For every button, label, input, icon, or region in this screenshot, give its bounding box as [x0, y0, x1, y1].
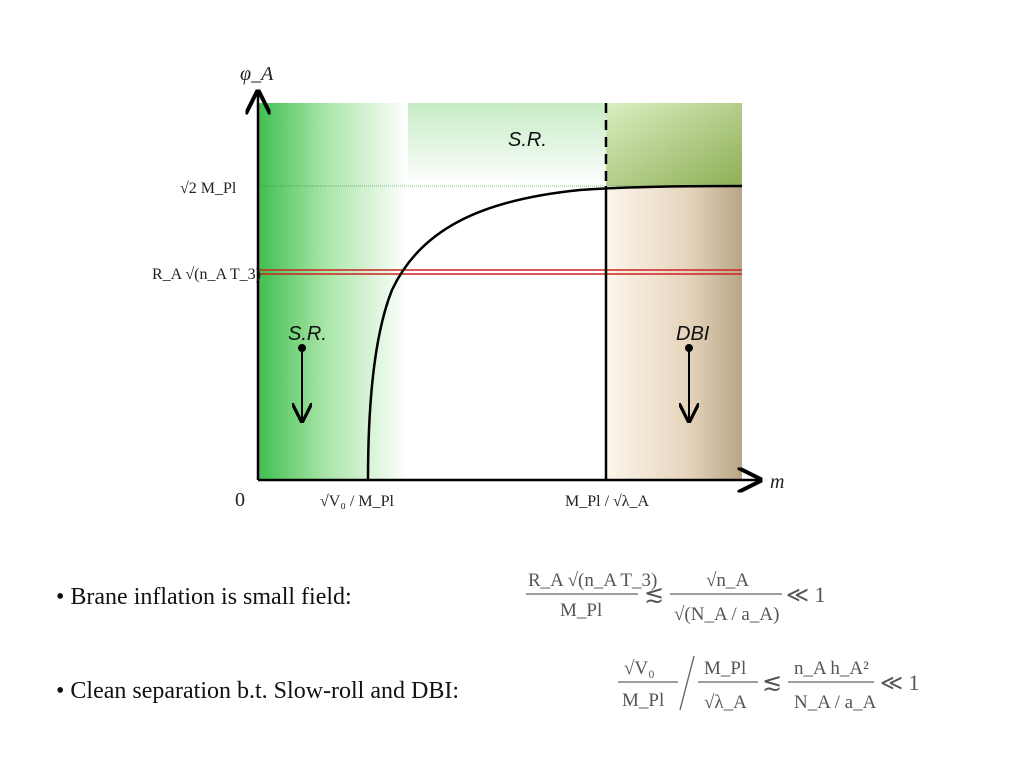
x-axis-label: m	[770, 471, 784, 493]
top-sr-label: S.R.	[508, 129, 547, 151]
y-tick-lower: R_A √(n_A T_3)	[152, 266, 261, 283]
bullet-clean-separation: • Clean separation b.t. Slow-roll and DB…	[56, 678, 459, 704]
x-tick-left: √V₀ / M_Pl	[320, 493, 394, 510]
svg-text:√(N_A / a_A): √(N_A / a_A)	[674, 604, 779, 625]
right-dbi-label: DBI	[676, 323, 710, 345]
svg-text:≲: ≲	[762, 670, 782, 696]
svg-text:M_Pl: M_Pl	[622, 690, 664, 711]
svg-text:≪ 1: ≪ 1	[880, 670, 920, 695]
svg-text:n_A h_A²: n_A h_A²	[794, 658, 869, 679]
right-dbi-region	[606, 186, 742, 480]
svg-text:≪ 1: ≪ 1	[786, 582, 826, 607]
svg-text:M_Pl: M_Pl	[704, 658, 746, 679]
bullet-small-field: • Brane inflation is small field:	[56, 584, 352, 610]
y-axis-label: φ_A	[240, 63, 274, 85]
svg-text:N_A / a_A: N_A / a_A	[794, 692, 877, 713]
formula-small-field: R_A √(n_A T_3) M_Pl ≲ √n_A √(N_A / a_A) …	[526, 570, 826, 625]
formula-clean-separation: √V₀ M_Pl M_Pl √λ_A ≲ n_A h_A² N_A / a_A …	[618, 655, 920, 713]
svg-text:√V₀: √V₀	[624, 658, 655, 679]
x-tick-right: M_Pl / √λ_A	[565, 493, 650, 510]
svg-text:√n_A: √n_A	[706, 570, 749, 591]
top-right-region	[606, 103, 742, 186]
svg-text:≲: ≲	[644, 582, 664, 608]
phase-diagram: φ_A m 0 √2 M_Pl R_A √(n_A T_3) √V₀ / M_P…	[152, 63, 784, 511]
origin-label: 0	[235, 489, 245, 511]
svg-text:√λ_A: √λ_A	[704, 692, 747, 713]
svg-text:M_Pl: M_Pl	[560, 600, 602, 621]
svg-text:R_A √(n_A T_3): R_A √(n_A T_3)	[528, 570, 657, 591]
y-tick-upper: √2 M_Pl	[180, 180, 237, 197]
left-sr-label: S.R.	[288, 323, 327, 345]
boundary-curve	[366, 184, 743, 481]
left-sr-region	[258, 103, 408, 480]
